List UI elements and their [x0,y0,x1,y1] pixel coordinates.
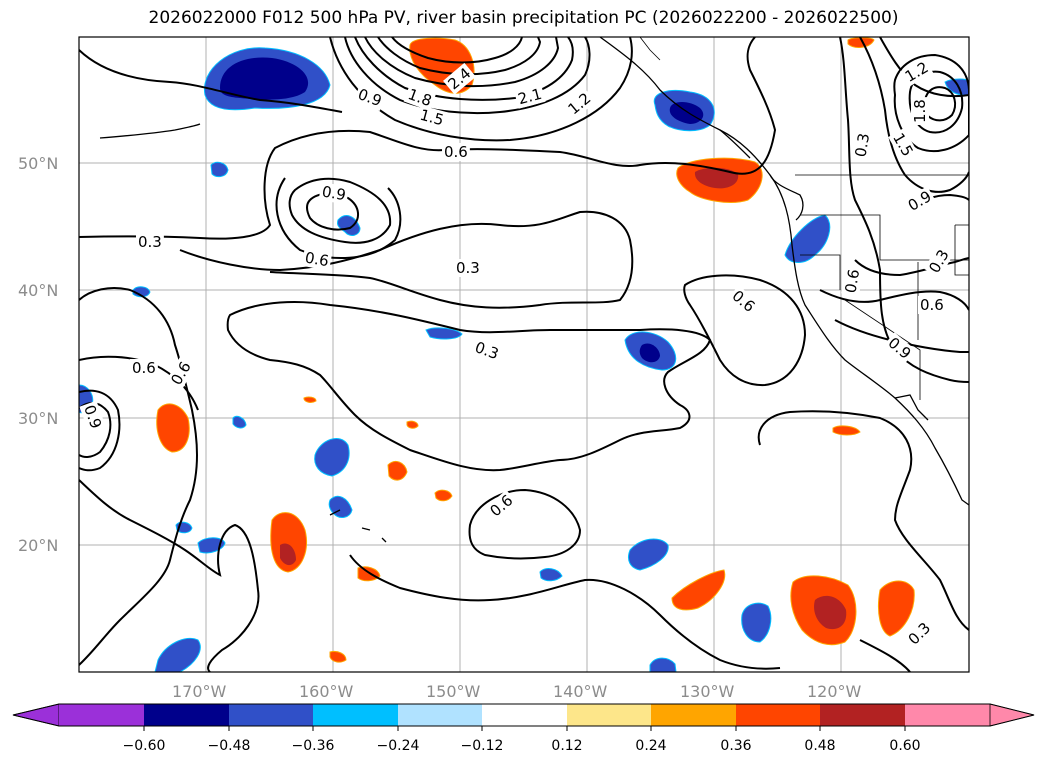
colorbar-tick-label: −0.24 [377,738,420,754]
colorbar-segment [229,704,313,726]
colorbar-segment [989,703,1035,727]
contour-label: 0.3 [138,233,162,251]
lon-label: 160°W [299,682,354,701]
contour-label: 0.3 [456,259,480,277]
colorbar-segment [144,704,229,726]
colorbar-tick-label: 0.12 [551,738,582,754]
contour-label: 0.3 [851,132,873,159]
colorbar: −0.60 −0.48 −0.36 −0.24 −0.12 0.12 0.24 … [12,703,1035,754]
lon-label: 120°W [807,682,862,701]
lat-label: 50°N [18,154,58,173]
contour-label: 2.1 [516,85,544,109]
colorbar-segment [482,704,567,726]
contour-label: 0.9 [321,182,348,204]
negative-precip-areas [79,47,969,672]
colorbar-tick-label: −0.60 [123,738,166,754]
colorbar-tick-label: 0.48 [804,738,835,754]
gridlines [79,37,969,672]
longitude-labels: 170°W 160°W 150°W 140°W 130°W 120°W [172,682,862,701]
colorbar-tick-label: 0.60 [889,738,920,754]
lat-label: 20°N [18,536,58,555]
colorbar-segment [398,704,482,726]
lon-label: 170°W [172,682,227,701]
colorbar-tick-label: −0.36 [292,738,335,754]
colorbar-tick-label: 0.36 [720,738,751,754]
lon-label: 130°W [680,682,735,701]
map-title: 2026022000 F012 500 hPa PV, river basin … [148,8,899,28]
colorbar-segment [59,704,144,726]
coastlines [99,37,969,543]
colorbar-tick-label: −0.12 [461,738,504,754]
lat-label: 40°N [18,281,58,300]
contour-label: 0.6 [487,491,517,520]
contour-label: 0.6 [444,143,468,161]
contour-label: 0.6 [729,287,759,316]
lon-label: 140°W [553,682,608,701]
colorbar-segment [905,704,990,726]
colorbar-segment [313,704,398,726]
colorbar-segment [651,704,736,726]
contour-labels: 0.9 1.8 1.5 2.1 1.2 2.4 0.6 0.9 0.3 0.6 … [79,57,954,650]
pv-contours [79,37,969,672]
contour-label: 0.6 [132,359,156,377]
contour-label: 1.5 [418,106,446,130]
latitude-labels: 50°N 40°N 30°N 20°N [18,154,58,555]
contour-label: 0.6 [920,296,944,314]
lon-label: 150°W [426,682,481,701]
boundaries [639,37,969,400]
contour-label: 0.3 [905,619,935,649]
lat-label: 30°N [18,409,58,428]
contour-label: 0.6 [841,268,863,295]
positive-precip-areas [156,37,915,663]
colorbar-segment [820,704,905,726]
colorbar-tick-label: −0.48 [208,738,251,754]
colorbar-segment [567,704,651,726]
colorbar-segment [12,703,60,727]
contour-label: 1.8 [911,99,929,123]
contour-label: 0.6 [304,248,331,270]
colorbar-tick-label: 0.24 [635,738,666,754]
map-frame [78,36,970,673]
colorbar-segment [736,704,820,726]
